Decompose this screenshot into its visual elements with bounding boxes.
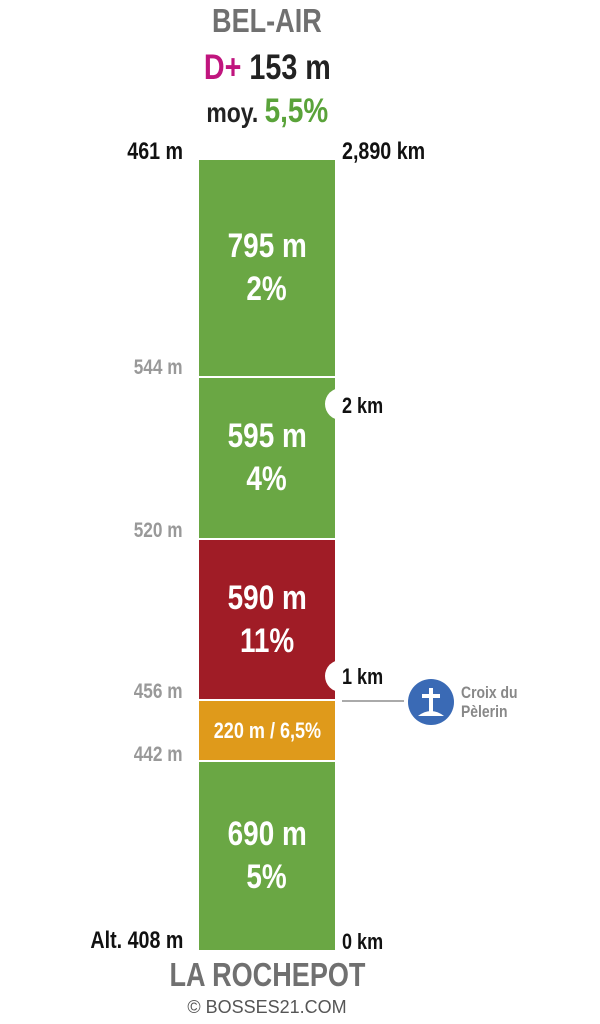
segment-4: 220 m / 6,5% [199,701,335,760]
start-title: LA ROCHEPOT [0,956,534,994]
altitude-label: 461 m [127,138,183,165]
altitude-label: 442 m [134,743,183,766]
average-gradient: moy. 5,5% [0,92,534,131]
elevation-gain: D+ 153 m [0,48,534,88]
gain-value: 153 m [249,48,331,87]
poi-leader-line [342,700,404,702]
summit-name: BEL-AIR [212,2,322,39]
segment-3: 590 m 11% [199,540,335,699]
gain-prefix: D+ [203,48,242,87]
distance-label: 0 km [342,929,384,954]
summit-title: BEL-AIR [0,2,534,40]
segment-5-gradient: 5% [246,858,288,896]
altitude-label: 456 m [134,680,183,703]
avg-value: 5,5% [264,92,328,130]
altitude-label: 520 m [134,519,183,542]
segment-2: 595 m 4% [199,378,335,538]
poi-label: Croix du Pèlerin [461,683,530,721]
poi-label-line2: Pèlerin [461,702,508,721]
segment-5-length: 690 m [227,815,307,853]
credit-text: © BOSSES21.COM [187,997,347,1017]
credit: © BOSSES21.COM [0,997,534,1018]
km-marker-1 [325,660,345,692]
segment-2-length: 595 m [227,417,307,455]
poi-label-line1: Croix du [461,683,518,702]
segment-2-gradient: 4% [246,460,288,498]
distance-label: 2,890 km [342,138,426,165]
cross-icon [408,679,454,725]
distance-label: 2 km [342,393,384,418]
km-marker-2 [325,388,345,420]
segment-1: 795 m 2% [199,160,335,376]
altitude-label: Alt. 408 m [90,927,183,954]
avg-prefix: moy. [206,97,258,128]
distance-label: 1 km [342,664,384,689]
altitude-label: 544 m [134,356,183,379]
segment-5: 690 m 5% [199,762,335,950]
segment-4-label: 220 m / 6,5% [213,717,321,743]
start-name: LA ROCHEPOT [169,956,365,993]
segment-1-length: 795 m [227,227,307,265]
segment-3-length: 590 m [227,578,307,617]
segment-1-gradient: 2% [246,270,288,308]
segment-3-gradient: 11% [239,621,295,660]
